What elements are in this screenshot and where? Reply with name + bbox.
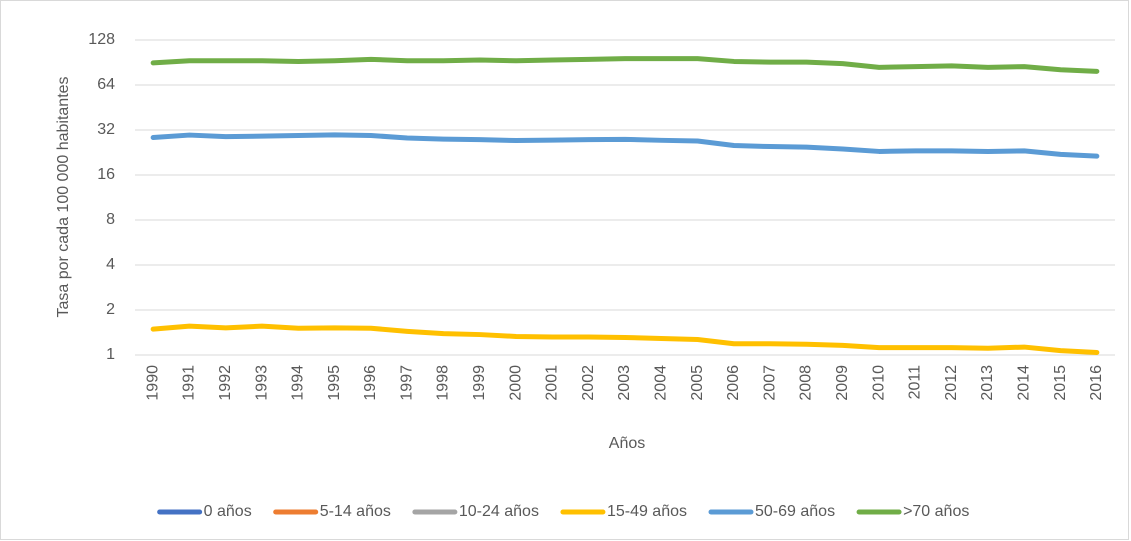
x-tick-label: 2001 — [544, 365, 561, 401]
x-tick-label: 1992 — [217, 365, 234, 401]
x-tick-label: 2003 — [616, 365, 633, 401]
x-tick-label: 1997 — [398, 365, 415, 401]
legend-label: 15-49 años — [607, 503, 687, 520]
y-tick-label: 1 — [106, 346, 115, 363]
x-tick-label: 2015 — [1052, 365, 1069, 401]
x-tick-label: 2000 — [507, 365, 524, 401]
x-tick-label: 2007 — [761, 365, 778, 401]
x-tick-label: 2005 — [689, 365, 706, 401]
x-tick-label: 2014 — [1015, 365, 1032, 401]
series-line — [150, 323, 1100, 355]
y-tick-label: 64 — [97, 76, 115, 93]
y-tick-label: 8 — [106, 211, 115, 228]
y-tick-label: 128 — [88, 31, 115, 48]
legend-label: >70 años — [903, 503, 969, 520]
x-tick-label: 2011 — [907, 365, 924, 400]
y-tick-label: 4 — [106, 256, 115, 273]
x-tick-label: 1994 — [290, 365, 307, 401]
x-tick-label: 1995 — [326, 365, 343, 401]
x-tick-label: 1991 — [181, 365, 198, 401]
series-line — [150, 132, 1100, 159]
y-tick-label: 16 — [97, 166, 115, 183]
x-tick-label: 2012 — [943, 365, 960, 401]
x-tick-label: 1998 — [435, 365, 452, 401]
x-tick-label: 2013 — [979, 365, 996, 401]
legend-label: 10-24 años — [459, 503, 539, 520]
x-tick-label: 1999 — [471, 365, 488, 401]
x-tick-label: 1996 — [362, 365, 379, 401]
x-tick-label: 2002 — [580, 365, 597, 401]
y-tick-label: 2 — [106, 301, 115, 318]
x-tick-label: 1993 — [253, 365, 270, 401]
x-tick-label: 2016 — [1088, 365, 1105, 401]
x-tick-label: 2010 — [870, 365, 887, 401]
x-axis-label: Años — [609, 435, 645, 452]
x-tick-label: 2009 — [834, 365, 851, 401]
legend-label: 5-14 años — [320, 503, 391, 520]
x-tick-label: 2008 — [798, 365, 815, 401]
y-tick-label: 32 — [97, 121, 115, 138]
x-tick-label: 2006 — [725, 365, 742, 401]
legend-label: 0 años — [204, 503, 252, 520]
series-line — [150, 56, 1100, 74]
x-tick-label: 1990 — [144, 365, 161, 401]
y-axis-label: Tasa por cada 100 000 habitantes — [55, 76, 72, 317]
legend-label: 50-69 años — [755, 503, 835, 520]
x-tick-label: 2004 — [653, 365, 670, 401]
